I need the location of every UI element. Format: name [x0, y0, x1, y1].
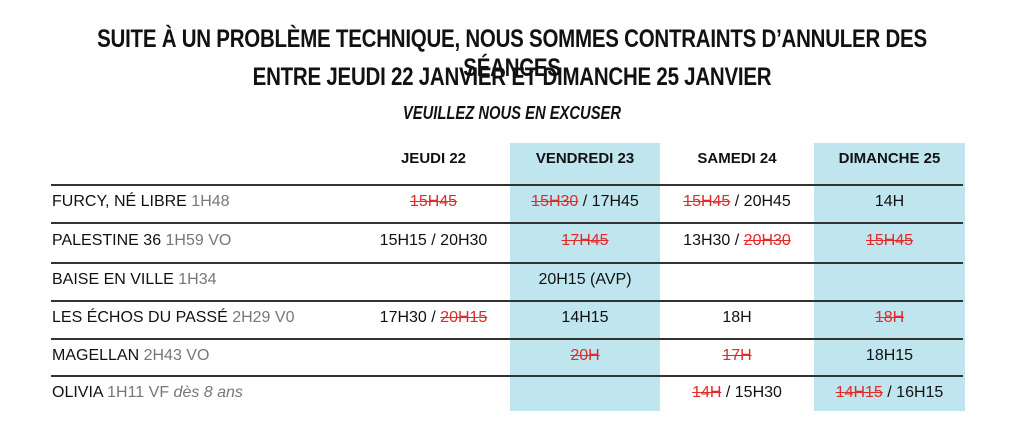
day-header: JEUDI 22 — [400, 150, 467, 167]
showtime: 16H15 — [896, 384, 944, 401]
cancelled-showtime: 17H45 — [561, 232, 609, 249]
film-title: PALESTINE 36 1H59 VO — [52, 232, 231, 254]
film-duration: 1H34 — [178, 271, 217, 288]
cancelled-showtime: 20H — [570, 347, 600, 364]
showtime-cell — [357, 347, 510, 369]
showtime-cell: 13H30 / 20H30 — [660, 232, 814, 254]
film-name: PALESTINE 36 — [52, 232, 166, 249]
separator: / — [882, 384, 897, 401]
showtime: 20H15 (AVP) — [538, 271, 632, 288]
showtime-cell: 17H — [660, 347, 814, 369]
showtime-cell — [510, 384, 660, 406]
showtime-cell: 15H45 / 20H45 — [660, 193, 814, 215]
separator: / — [578, 193, 592, 210]
showtime-cell: 18H — [660, 309, 814, 331]
cancelled-showtime: 20H30 — [743, 232, 791, 249]
day-header: VENDREDI 23 — [535, 150, 635, 167]
film-title: LES ÉCHOS DU PASSÉ 2H29 V0 — [52, 309, 294, 331]
row-divider — [51, 222, 963, 224]
cancelled-showtime: 15H45 — [865, 232, 914, 249]
row-divider — [51, 300, 963, 302]
showtime: 14H15 — [561, 309, 609, 326]
showtime-cell: 15H45 — [357, 193, 510, 215]
separator: / — [730, 232, 744, 249]
highlight-column-sunday — [814, 143, 965, 411]
showtime: 15H15 — [379, 232, 427, 249]
highlight-column-friday — [510, 143, 660, 411]
film-age-rating: dès 8 ans — [169, 384, 243, 401]
showtime: 15H30 — [734, 384, 782, 401]
showtime-cell: 20H — [510, 347, 660, 369]
showtime-cell — [357, 271, 510, 293]
separator: / — [730, 193, 744, 210]
showtime-cell — [660, 271, 814, 293]
cancelled-showtime: 18H — [874, 309, 905, 326]
separator: / — [721, 384, 735, 401]
showtime: 20H30 — [440, 232, 488, 249]
showtime-cell: 15H15 / 20H30 — [357, 232, 510, 254]
cancelled-showtime: 15H45 — [683, 193, 731, 210]
showtime-cell: 18H15 — [814, 347, 965, 369]
notice-title-line-1: SUITE À UN PROBLÈME TECHNIQUE, NOUS SOMM… — [97, 25, 927, 82]
day-header: SAMEDI 24 — [697, 150, 777, 167]
cancelled-showtime: 20H15 — [440, 309, 488, 326]
cancelled-showtime: 14H — [692, 384, 722, 401]
row-divider — [51, 262, 963, 264]
showtime-cell — [814, 271, 965, 293]
film-duration: 1H11 VF — [107, 384, 170, 401]
film-duration: 1H59 VO — [165, 232, 232, 249]
film-name: FURCY, NÉ LIBRE — [52, 193, 192, 210]
row-divider — [51, 338, 963, 340]
showtime-cell: 15H30 / 17H45 — [510, 193, 660, 215]
showtime: 18H — [722, 309, 752, 326]
showtime: 14H — [874, 193, 905, 210]
day-header: DIMANCHE 25 — [838, 150, 941, 167]
showtime-cell: 14H15 — [510, 309, 660, 331]
film-duration: 2H43 VO — [143, 347, 210, 364]
film-title: MAGELLAN 2H43 VO — [52, 347, 209, 369]
film-duration: 2H29 V0 — [232, 309, 295, 326]
film-title: OLIVIA 1H11 VF dès 8 ans — [52, 384, 243, 406]
film-name: BAISE EN VILLE — [52, 271, 179, 288]
showtime: 18H15 — [865, 347, 914, 364]
showtime-cell: 15H45 — [814, 232, 965, 254]
showtime: 13H30 — [683, 232, 731, 249]
row-divider — [51, 184, 963, 186]
showtime-cell: 14H / 15H30 — [660, 384, 814, 406]
cancelled-showtime: 15H30 — [531, 193, 579, 210]
film-name: MAGELLAN — [52, 347, 144, 364]
showtime-cell: 17H30 / 20H15 — [357, 309, 510, 331]
separator: / — [426, 309, 441, 326]
showtime-cell — [357, 384, 510, 406]
film-name: OLIVIA — [52, 384, 108, 401]
film-title: BAISE EN VILLE 1H34 — [52, 271, 217, 293]
film-name: LES ÉCHOS DU PASSÉ — [52, 309, 233, 326]
film-title: FURCY, NÉ LIBRE 1H48 — [52, 193, 230, 215]
cancelled-showtime: 15H45 — [409, 193, 458, 210]
showtime-cell: 18H — [814, 309, 965, 331]
apology-subtitle: VEUILLEZ NOUS EN EXCUSER — [402, 103, 622, 123]
showtime-cell: 20H15 (AVP) — [510, 271, 660, 293]
showtime-cell: 14H15 / 16H15 — [814, 384, 965, 406]
film-duration: 1H48 — [191, 193, 230, 210]
showtime-cell: 17H45 — [510, 232, 660, 254]
showtime: 17H30 — [379, 309, 427, 326]
notice-title-line-2: ENTRE JEUDI 22 JANVIER ET DIMANCHE 25 JA… — [252, 63, 772, 91]
cancelled-showtime: 14H15 — [835, 384, 883, 401]
showtime: 17H45 — [591, 193, 639, 210]
cancelled-showtime: 17H — [722, 347, 752, 364]
showtime: 20H45 — [743, 193, 791, 210]
showtime-cell: 14H — [814, 193, 965, 215]
separator: / — [426, 232, 441, 249]
row-divider — [51, 375, 963, 377]
